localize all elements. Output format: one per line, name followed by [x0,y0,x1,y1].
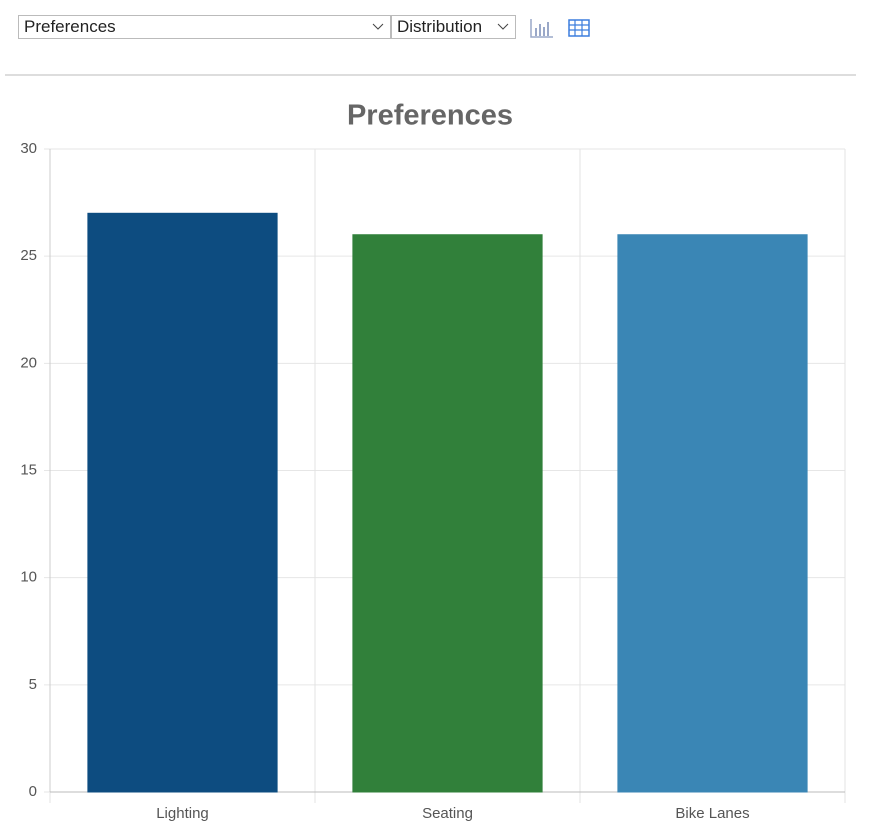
bar [87,212,278,793]
dataset-select[interactable]: Preferences [18,15,391,39]
view-select-text: Distribution [397,17,483,36]
y-tick-label: 0 [29,783,37,800]
bar [352,234,543,793]
dataset-select-text: Preferences [24,17,116,36]
bar [617,234,808,793]
divider [5,74,856,76]
chevron [497,23,509,30]
view-select[interactable]: Distribution [391,15,516,39]
y-tick-label: 25 [20,247,37,264]
y-tick-label: 15 [20,461,37,478]
x-tick-label: Seating [422,805,473,822]
y-tick-label: 30 [20,140,37,157]
y-tick-label: 20 [20,354,37,371]
bar-chart-icon[interactable] [530,18,554,38]
chart-title: Preferences [347,100,513,132]
y-tick-label: 10 [20,569,37,586]
chevron [372,23,384,30]
table-icon[interactable] [568,19,590,37]
y-tick-label: 5 [29,676,37,693]
x-tick-label: Bike Lanes [675,805,749,822]
x-tick-label: Lighting [156,805,209,822]
